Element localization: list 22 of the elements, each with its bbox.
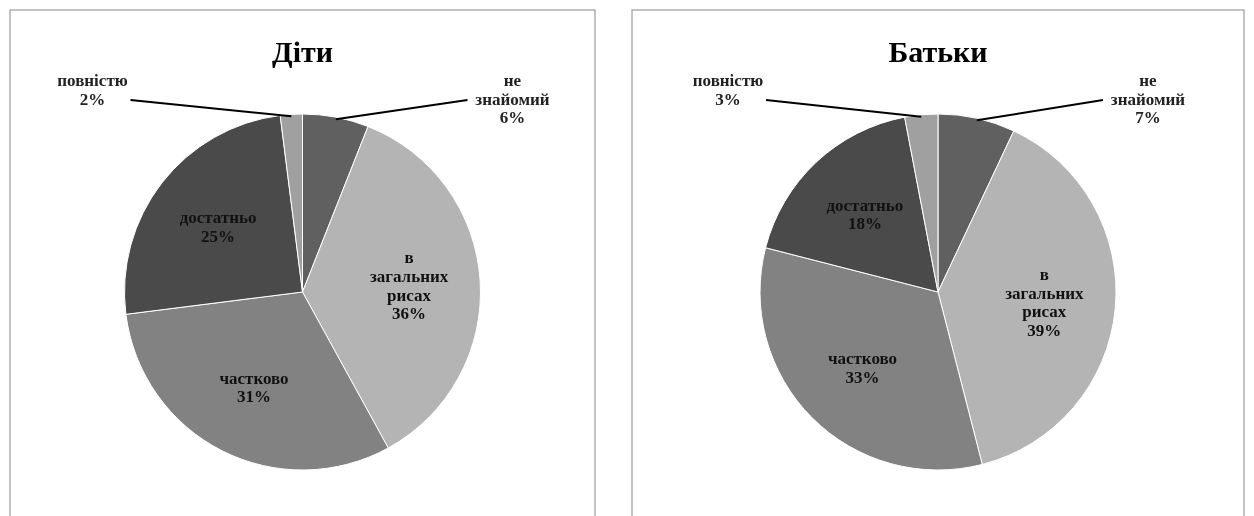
data-label: 39%: [1027, 321, 1062, 341]
slice-label: достатньо: [179, 208, 257, 228]
slice-label: в загальних рисах: [369, 248, 449, 305]
chart-title: Батьки: [888, 35, 988, 68]
data-label: 25%: [201, 226, 236, 246]
data-label: 36%: [392, 304, 427, 324]
chart-title: Діти: [272, 35, 333, 68]
data-label: 2%: [79, 89, 106, 109]
slice-label: частково: [219, 368, 289, 388]
data-label: 6%: [499, 108, 526, 128]
slice-label: повністю: [57, 71, 128, 90]
data-label: 18%: [847, 214, 882, 234]
slice-label: частково: [827, 349, 898, 369]
slice-label: повністю: [692, 71, 764, 90]
data-label: 33%: [845, 367, 880, 387]
data-label: 3%: [715, 89, 741, 109]
slice-label: не знайомий: [1110, 71, 1186, 109]
data-label: 31%: [237, 387, 272, 407]
slice-label: в загальних рисах: [1005, 264, 1084, 322]
data-label: 7%: [1135, 108, 1161, 128]
slice-label: достатньо: [826, 195, 904, 215]
slice-label: не знайомий: [475, 71, 550, 109]
